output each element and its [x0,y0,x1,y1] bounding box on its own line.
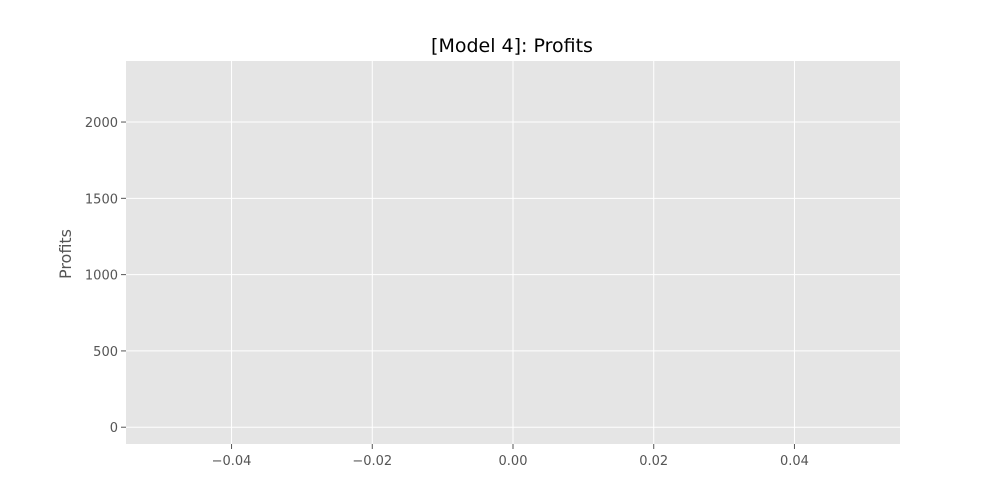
x-tick-label: 0.04 [780,454,809,469]
chart-title: [Model 4]: Profits [431,35,593,57]
x-tick-label: −0.04 [212,454,252,469]
y-axis-label: Profits [56,229,75,279]
y-tick-label: 1000 [85,269,118,284]
y-tick-label: 500 [93,345,118,360]
y-tick-label: 2000 [85,116,118,131]
y-axis-ticks: 0 500 1000 1500 2000 [85,116,126,436]
y-tick-label: 0 [110,421,118,436]
y-gridlines [126,121,900,428]
x-gridlines [231,61,795,444]
x-tick-label: 0.02 [639,454,668,469]
x-axis-ticks: −0.04 −0.02 0.00 0.02 0.04 [212,444,809,469]
x-tick-label: −0.02 [352,454,392,469]
y-tick-label: 1500 [85,192,118,207]
x-tick-label: 0.00 [499,454,528,469]
